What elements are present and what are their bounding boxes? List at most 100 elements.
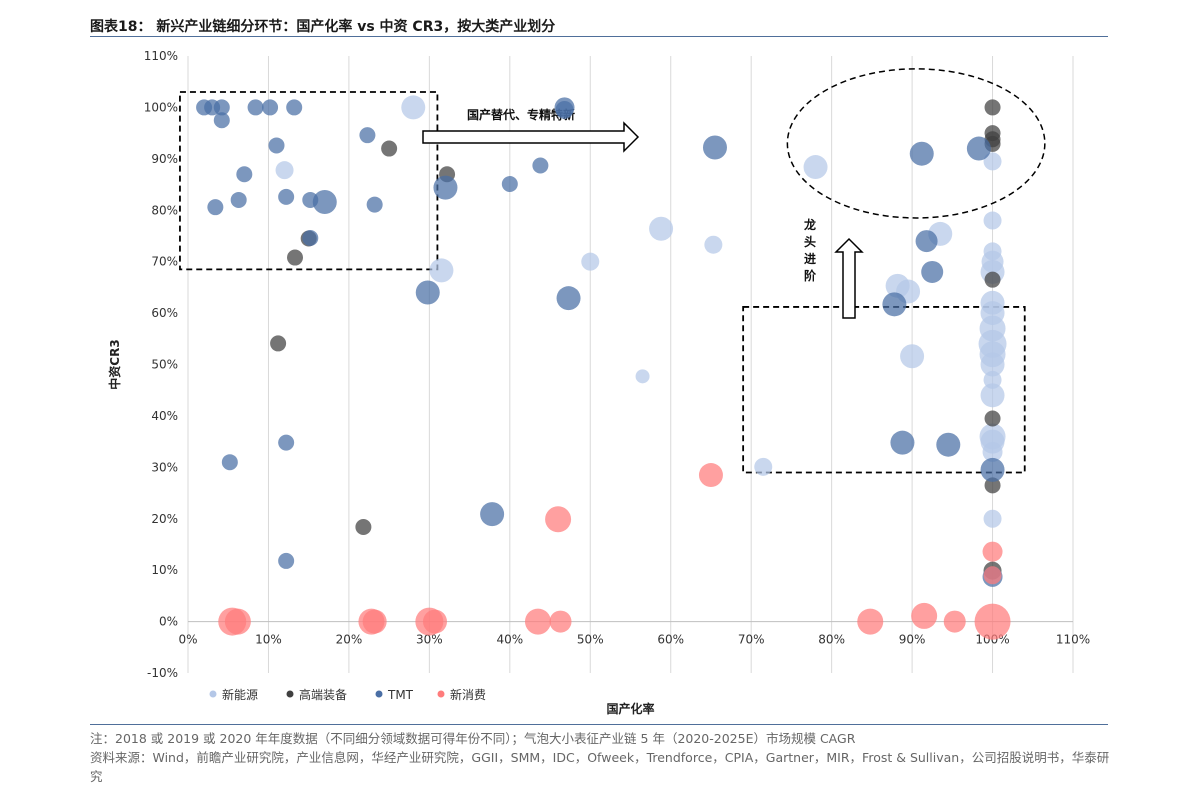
bubble-新消费 [422,609,447,634]
x-tick-label: 20% [336,633,363,647]
legend-marker [209,690,217,698]
bubble-TMT [278,434,295,451]
bubble-高端装备 [984,99,1001,116]
y-tick-label: 100% [144,100,178,114]
bubble-TMT [366,196,383,213]
bubble-新能源 [401,95,426,120]
y-tick-label: 40% [151,409,178,423]
figure-note: 注：2018 或 2019 或 2020 年年度数据（不同细分领域数据可得年份不… [90,731,856,746]
y-tick-label: 70% [151,255,178,269]
bubble-TMT [966,136,991,161]
bubble-新能源 [754,457,773,476]
highlight-box [179,91,439,271]
y-tick-label: 0% [159,615,178,629]
arrow-right [422,121,640,153]
legend-label: 新消费 [450,687,486,702]
x-tick-label: 80% [818,633,845,647]
legend-label: 高端装备 [299,687,347,702]
x-tick-label: 40% [496,633,523,647]
bubble-新消费 [224,608,251,635]
bubble-新消费 [545,506,572,533]
y-tick-label: 90% [151,152,178,166]
arrow-up-label-char: 阶 [804,268,817,283]
legend-marker [437,690,445,698]
bubble-TMT [415,280,440,305]
bubble-新消费 [549,610,572,633]
y-tick-label: 60% [151,306,178,320]
x-tick-label: 60% [657,633,684,647]
bubble-TMT [247,99,264,116]
figure-notes: 注：2018 或 2019 或 2020 年年度数据（不同细分领域数据可得年份不… [90,729,1110,786]
x-tick-label: 0% [178,633,197,647]
y-axis-title: 中资CR3 [107,339,122,389]
bubble-新消费 [983,566,1002,585]
bubble-TMT [921,260,944,283]
title-rule [90,36,1108,37]
y-tick-label: 10% [151,563,178,577]
x-tick-label: 50% [577,633,604,647]
arrow-up-label-char: 龙 [804,217,816,232]
bubble-TMT [221,454,238,471]
bubble-新能源 [649,216,674,241]
y-tick-label: 110% [144,49,178,63]
bubble-TMT [890,430,915,455]
bubble-高端装备 [287,249,304,266]
y-tick-label: 50% [151,358,178,372]
bubble-TMT [213,112,230,129]
bubble-TMT [556,286,581,311]
bubble-TMT [236,166,253,183]
bubble-新能源 [983,509,1002,528]
bubble-新消费 [362,609,387,634]
bubble-新能源 [581,252,600,271]
bubble-新能源 [275,161,294,180]
bubble-TMT [286,99,303,116]
arrow-up [834,237,864,319]
bubble-TMT [980,457,1005,482]
bubble-新能源 [983,152,1002,171]
bubble-TMT [359,127,376,144]
bubble-新消费 [974,603,1011,640]
bubble-新能源 [982,441,1003,462]
legend-marker [286,690,294,698]
bubble-高端装备 [984,271,1001,288]
bubble-TMT [262,99,279,116]
bubble-高端装备 [984,477,1001,494]
bubble-TMT [213,99,230,116]
arrow-up-label-char: 进 [804,251,816,266]
bubble-TMT [207,199,224,216]
bubble-高端装备 [381,140,398,157]
bubble-新能源 [983,211,1002,230]
bubble-新消费 [857,608,884,635]
bubble-TMT [268,137,285,154]
bubble-TMT [882,292,907,317]
bubble-TMT [230,191,247,208]
bubble-高端装备 [984,410,1001,427]
legend-label: TMT [387,688,414,702]
notes-rule [90,724,1108,725]
x-tick-label: 30% [416,633,443,647]
bubble-TMT [936,432,961,457]
bubble-TMT [555,100,574,119]
bubble-高端装备 [355,518,372,535]
legend-marker [375,690,383,698]
x-tick-label: 70% [738,633,765,647]
y-tick-label: 80% [151,203,178,217]
legend-label: 新能源 [222,687,258,702]
bubble-TMT [433,175,458,200]
x-axis-title: 国产化率 [606,701,654,716]
bubble-TMT [302,230,319,247]
bubble-TMT [909,141,934,166]
bubble-新消费 [698,463,723,488]
bubble-TMT [532,157,549,174]
bubble-TMT [278,552,295,569]
arrow-right-label: 国产替代、专精特新 [467,107,575,122]
bubble-TMT [278,188,295,205]
bubble-高端装备 [270,335,287,352]
bubble-新能源 [980,352,1005,377]
bubble-新消费 [911,602,938,629]
bubble-新能源 [803,155,828,180]
bubble-TMT [915,230,938,253]
y-tick-label: -10% [147,666,178,680]
bubble-新能源 [635,369,650,384]
